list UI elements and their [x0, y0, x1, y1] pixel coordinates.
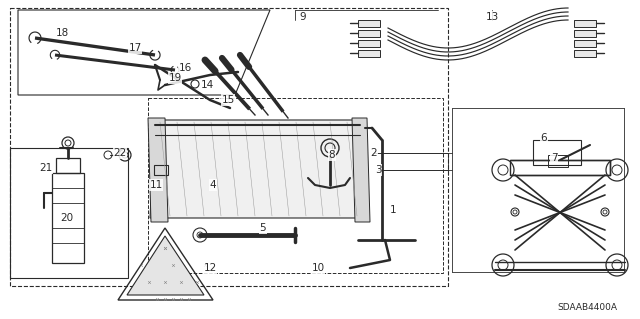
Bar: [154, 165, 168, 175]
Text: 22: 22: [113, 148, 127, 158]
Text: 17: 17: [129, 43, 141, 53]
Text: 20: 20: [60, 213, 74, 223]
Text: 13: 13: [485, 12, 499, 22]
Bar: [52, 173, 84, 263]
Text: 6: 6: [541, 133, 547, 143]
Text: 18: 18: [56, 28, 68, 38]
Bar: [574, 30, 596, 37]
Text: 19: 19: [168, 73, 182, 83]
Text: 16: 16: [179, 63, 191, 73]
Text: 12: 12: [204, 263, 216, 273]
Text: 21: 21: [40, 163, 52, 173]
Text: 15: 15: [221, 95, 235, 105]
Bar: [510, 160, 610, 175]
Text: 9: 9: [300, 12, 307, 22]
Text: 8: 8: [329, 150, 335, 160]
Bar: [10, 148, 128, 278]
Bar: [56, 158, 80, 173]
Polygon shape: [352, 118, 370, 222]
Bar: [358, 30, 380, 37]
Text: SDAAB4400A: SDAAB4400A: [557, 302, 617, 311]
Bar: [574, 20, 596, 27]
Bar: [358, 40, 380, 47]
Text: 3: 3: [374, 165, 381, 175]
Text: 10: 10: [312, 263, 324, 273]
Bar: [358, 20, 380, 27]
Polygon shape: [150, 120, 365, 218]
Bar: [10, 8, 448, 286]
Bar: [574, 40, 596, 47]
Bar: [358, 50, 380, 57]
Bar: [533, 140, 581, 165]
Text: 2: 2: [371, 148, 378, 158]
Polygon shape: [148, 118, 168, 222]
Bar: [148, 98, 443, 273]
Text: 5: 5: [260, 223, 266, 233]
Text: 7: 7: [550, 153, 557, 163]
Bar: [574, 50, 596, 57]
Text: 1: 1: [390, 205, 396, 215]
Bar: [548, 155, 568, 167]
Text: 14: 14: [200, 80, 214, 90]
Polygon shape: [127, 236, 204, 295]
Text: 4: 4: [210, 180, 216, 190]
Text: 11: 11: [149, 180, 163, 190]
